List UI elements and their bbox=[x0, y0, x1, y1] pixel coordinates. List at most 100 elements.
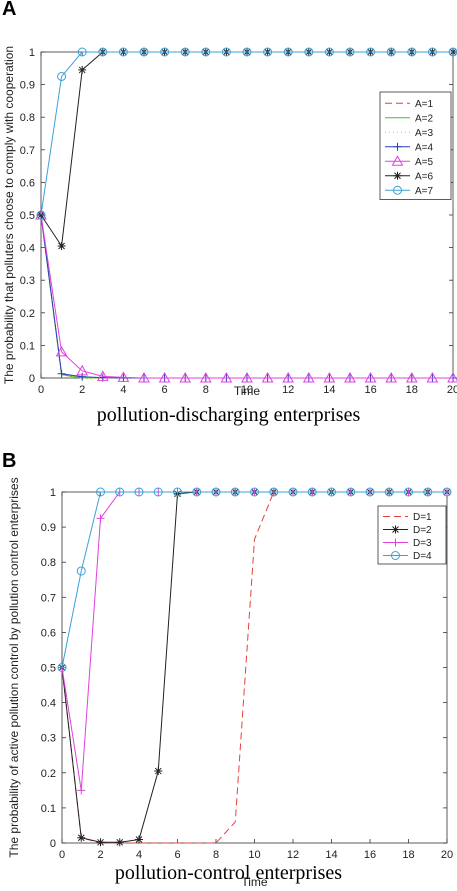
data-point bbox=[139, 47, 149, 57]
panel-b-letter: B bbox=[2, 450, 17, 472]
data-point bbox=[242, 47, 252, 57]
legend-label: A=4 bbox=[415, 142, 434, 153]
data-point bbox=[173, 487, 182, 497]
data-point bbox=[78, 65, 87, 74]
data-point bbox=[288, 487, 298, 497]
y-tick-label: 0.8 bbox=[20, 112, 35, 124]
data-point bbox=[98, 47, 108, 57]
data-point bbox=[57, 241, 66, 250]
legend-box bbox=[377, 505, 447, 565]
chart-b-caption: pollution-control enterprises bbox=[114, 862, 343, 884]
y-tick-label: 0.1 bbox=[20, 340, 35, 352]
data-point bbox=[448, 47, 457, 57]
data-point bbox=[345, 47, 355, 57]
y-tick-label: 1 bbox=[29, 47, 35, 59]
x-tick-label: 12 bbox=[287, 849, 299, 861]
data-point bbox=[386, 47, 396, 57]
y-tick-label: 0.9 bbox=[20, 80, 35, 92]
data-point bbox=[404, 487, 413, 497]
legend-label: A=1 bbox=[415, 99, 434, 110]
series-A-1 bbox=[40, 214, 453, 379]
data-point bbox=[77, 833, 86, 842]
y-tick-label: 0 bbox=[29, 373, 35, 385]
data-point bbox=[77, 47, 87, 57]
chart-a: 0 2 4 6 8 10 12 14 16 18 20 0 0.1 0.2 0.3 0.4 0.5 0.6 0.7 0… bbox=[2, 46, 457, 398]
data-point bbox=[153, 487, 163, 497]
y-tick-label: 0.5 bbox=[20, 210, 35, 222]
legend-label: D=1 bbox=[413, 512, 432, 523]
legend-label: A=5 bbox=[415, 157, 434, 168]
x-tick-label: 4 bbox=[120, 384, 126, 396]
data-point bbox=[57, 663, 67, 672]
x-tick-label: 18 bbox=[406, 384, 418, 396]
data-point bbox=[118, 47, 128, 57]
data-point bbox=[447, 371, 457, 383]
series-line bbox=[40, 214, 453, 379]
y-tick-label: 0 bbox=[50, 838, 56, 850]
data-point bbox=[230, 487, 240, 497]
data-point bbox=[154, 767, 163, 776]
data-point bbox=[160, 47, 170, 57]
legend-marker bbox=[393, 142, 402, 151]
series-A-2 bbox=[40, 214, 453, 379]
data-point bbox=[76, 566, 86, 576]
series-line bbox=[40, 214, 453, 379]
data-point bbox=[407, 47, 417, 57]
series-A-3 bbox=[40, 214, 453, 379]
data-point bbox=[179, 371, 192, 383]
y-tick-label: 0.4 bbox=[20, 243, 35, 255]
x-tick-label: 0 bbox=[38, 384, 44, 396]
y-axis-title: The probability of active pollution cont… bbox=[7, 477, 21, 857]
y-tick-label: 0.5 bbox=[41, 663, 56, 675]
series-line bbox=[61, 491, 447, 668]
data-point bbox=[261, 371, 274, 383]
data-point bbox=[76, 364, 89, 376]
y-tick-label: 0.9 bbox=[41, 522, 56, 534]
legend-marker bbox=[391, 525, 400, 534]
data-point bbox=[323, 371, 336, 383]
data-point bbox=[221, 47, 231, 57]
legend-marker bbox=[393, 185, 402, 195]
data-point bbox=[283, 47, 293, 57]
x-tick-label: 12 bbox=[282, 384, 294, 396]
data-point bbox=[282, 371, 295, 383]
series-line bbox=[40, 214, 453, 379]
y-tick-label: 0.8 bbox=[41, 557, 56, 569]
x-axis-title: Time bbox=[241, 875, 268, 889]
series-A-5 bbox=[35, 208, 457, 383]
x-tick-label: 14 bbox=[325, 849, 337, 861]
legend-marker bbox=[391, 538, 400, 547]
legend-marker bbox=[391, 551, 400, 560]
data-point bbox=[117, 371, 130, 382]
data-point bbox=[96, 838, 105, 847]
data-point bbox=[366, 47, 376, 57]
data-point bbox=[115, 487, 125, 497]
data-point bbox=[192, 487, 202, 497]
y-tick-label: 0.1 bbox=[41, 803, 56, 815]
series-A-7 bbox=[36, 47, 457, 220]
x-tick-label: 6 bbox=[162, 384, 168, 396]
data-point bbox=[364, 371, 377, 383]
data-point bbox=[365, 487, 375, 497]
data-point bbox=[423, 487, 433, 497]
data-point bbox=[241, 371, 253, 383]
data-point bbox=[344, 371, 356, 383]
data-point bbox=[405, 371, 418, 383]
x-tick-label: 2 bbox=[79, 384, 85, 396]
legend-marker bbox=[393, 171, 402, 180]
legend-label: D=3 bbox=[413, 538, 432, 549]
chart-a-caption: pollution-discharging enterprises bbox=[96, 404, 361, 426]
x-tick-label: 20 bbox=[447, 384, 457, 396]
data-point bbox=[134, 487, 144, 497]
data-point bbox=[201, 47, 211, 57]
series-A-4 bbox=[37, 211, 457, 382]
x-tick-label: 8 bbox=[203, 384, 209, 396]
legend-label: A=6 bbox=[415, 171, 434, 182]
data-point bbox=[346, 487, 356, 497]
x-tick-label: 8 bbox=[213, 849, 219, 861]
data-point bbox=[211, 487, 221, 497]
data-point bbox=[442, 487, 452, 497]
y-axis-title: The probability that polluters choose to… bbox=[2, 46, 16, 384]
series-line bbox=[61, 491, 447, 844]
x-tick-label: 16 bbox=[364, 384, 376, 396]
